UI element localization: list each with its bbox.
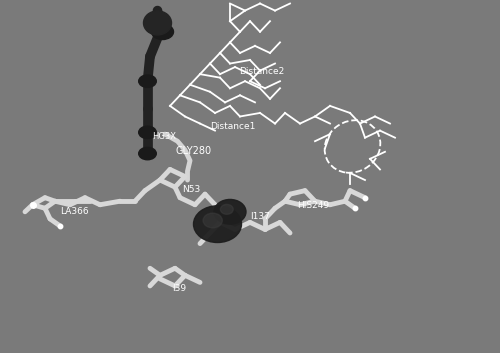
Ellipse shape <box>138 75 156 88</box>
Ellipse shape <box>194 206 242 243</box>
Text: Distance2: Distance2 <box>239 67 284 76</box>
Ellipse shape <box>152 24 174 40</box>
Ellipse shape <box>138 126 156 139</box>
Text: HIS249: HIS249 <box>298 201 330 210</box>
Text: Distance1: Distance1 <box>210 122 256 131</box>
Text: HG3X: HG3X <box>152 132 176 142</box>
Ellipse shape <box>214 199 246 224</box>
Text: GLY280: GLY280 <box>175 145 211 156</box>
Text: I137: I137 <box>250 212 270 221</box>
Ellipse shape <box>144 11 172 35</box>
Text: I39: I39 <box>172 284 186 293</box>
Ellipse shape <box>220 204 233 214</box>
Ellipse shape <box>203 213 222 228</box>
Ellipse shape <box>138 147 156 160</box>
Text: LA366: LA366 <box>60 207 88 216</box>
Text: N53: N53 <box>182 185 201 195</box>
